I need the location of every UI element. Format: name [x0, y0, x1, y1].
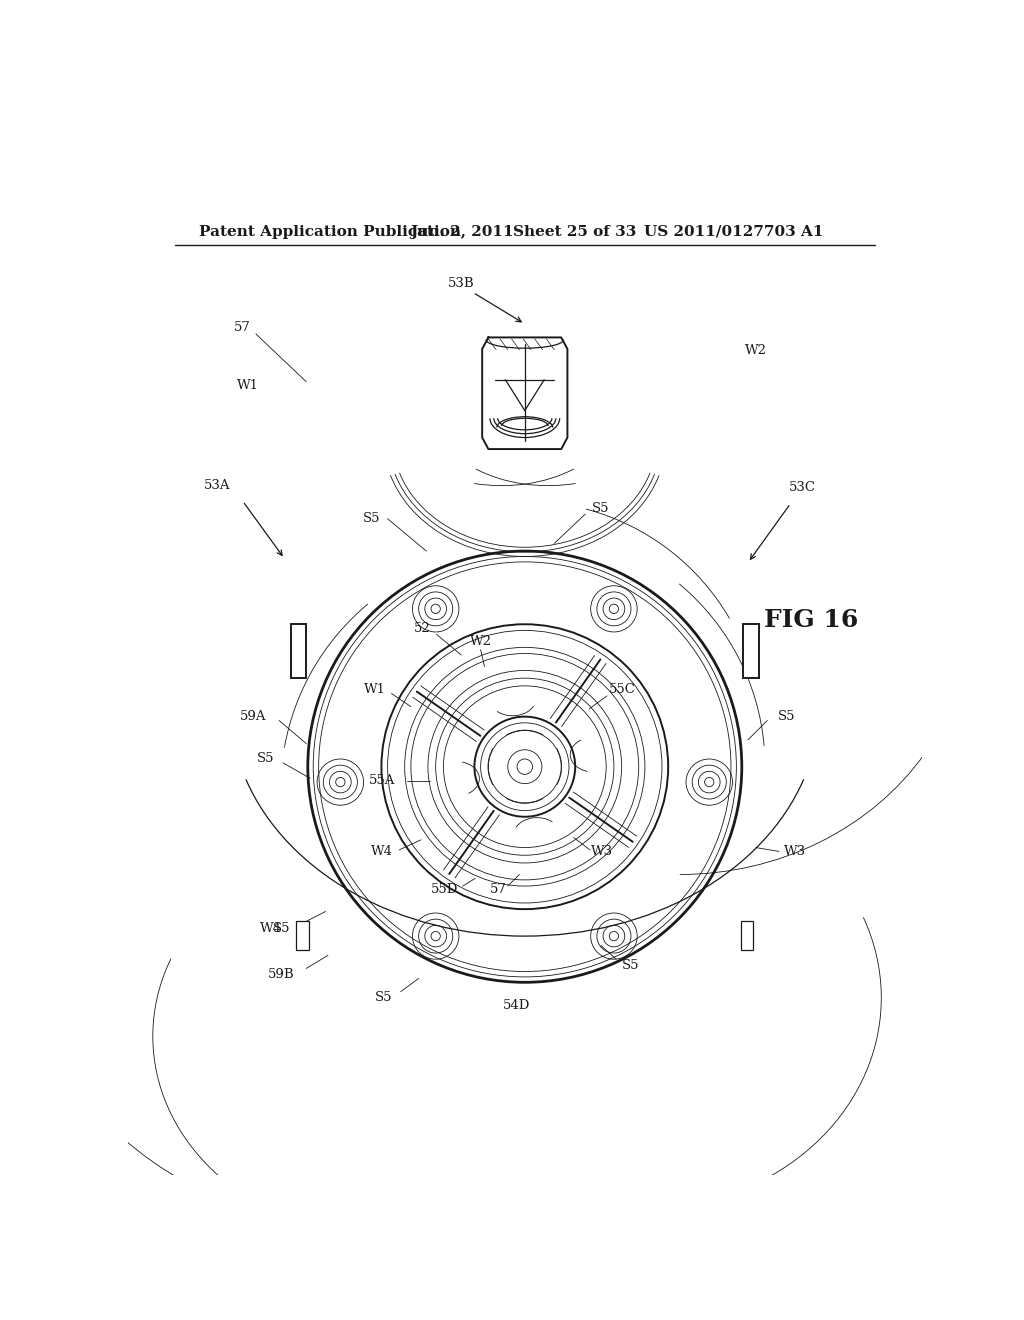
Text: S5: S5: [272, 921, 290, 935]
Text: S5: S5: [622, 958, 639, 972]
Text: W3: W3: [783, 845, 806, 858]
Text: W1: W1: [238, 379, 259, 392]
Text: 54D: 54D: [504, 999, 530, 1012]
Text: W4: W4: [372, 845, 393, 858]
Text: W3: W3: [591, 845, 613, 858]
Text: Patent Application Publication: Patent Application Publication: [200, 224, 461, 239]
Text: S5: S5: [257, 752, 274, 766]
Text: FIG 16: FIG 16: [764, 609, 858, 632]
Text: W2: W2: [470, 635, 492, 648]
Text: Sheet 25 of 33: Sheet 25 of 33: [513, 224, 637, 239]
Text: 53A: 53A: [204, 479, 230, 492]
Text: 55C: 55C: [609, 684, 636, 696]
Text: S5: S5: [778, 710, 796, 723]
Text: W1: W1: [364, 684, 385, 696]
Bar: [741, 921, 754, 950]
Text: S5: S5: [375, 991, 392, 1005]
Text: Jun. 2, 2011: Jun. 2, 2011: [410, 224, 514, 239]
Text: W4: W4: [260, 921, 283, 935]
Text: 52: 52: [414, 622, 431, 635]
Text: 59A: 59A: [241, 710, 267, 723]
Text: 57: 57: [234, 321, 251, 334]
Text: 59B: 59B: [268, 968, 295, 981]
Text: 55D: 55D: [430, 883, 458, 896]
Text: 53C: 53C: [788, 482, 816, 495]
Text: US 2011/0127703 A1: US 2011/0127703 A1: [644, 224, 823, 239]
Text: S5: S5: [364, 512, 381, 525]
Text: S5: S5: [592, 502, 609, 515]
Bar: [743, 624, 759, 678]
Text: W2: W2: [744, 345, 767, 358]
Text: 53B: 53B: [447, 277, 474, 289]
Bar: [296, 921, 308, 950]
Bar: [291, 624, 306, 678]
Text: 57: 57: [490, 883, 507, 896]
Text: 55A: 55A: [369, 774, 395, 787]
